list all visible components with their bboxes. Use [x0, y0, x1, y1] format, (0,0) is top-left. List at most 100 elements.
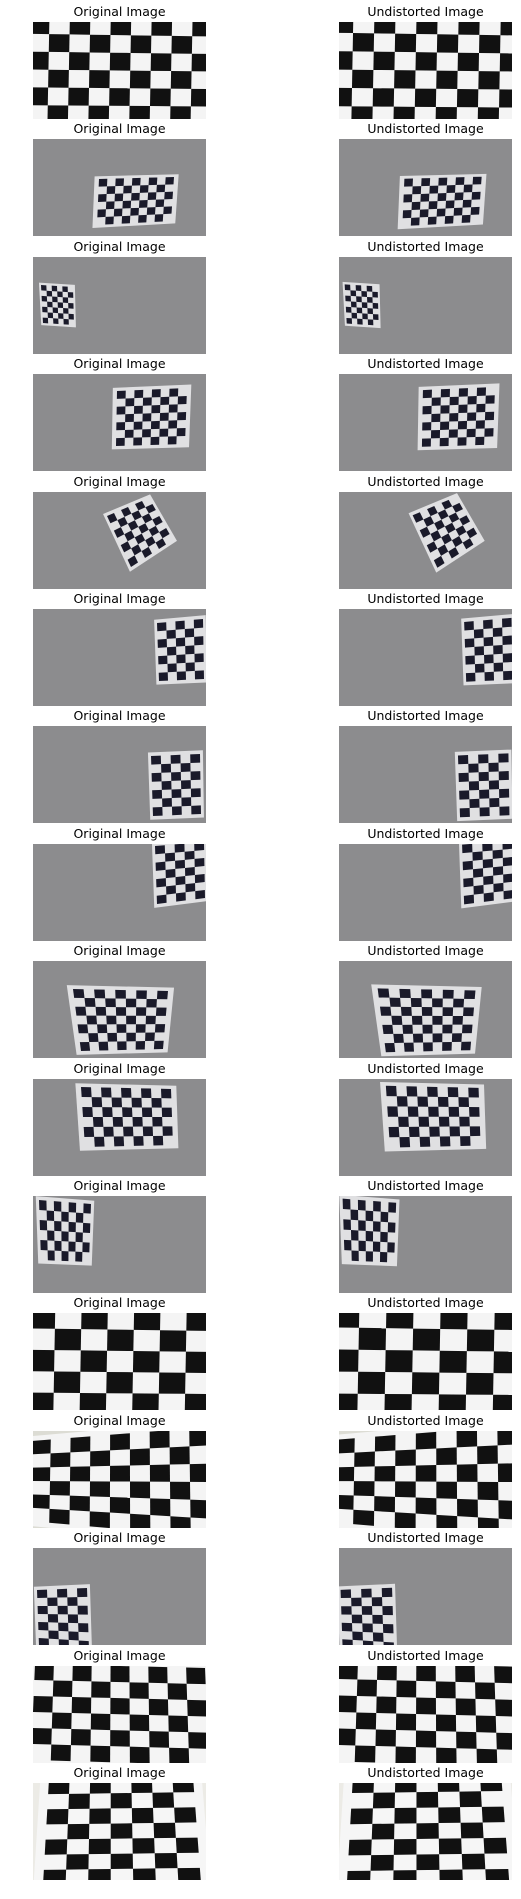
checker-square	[41, 284, 47, 291]
checker-square	[185, 1352, 206, 1374]
original-image-13	[33, 1430, 206, 1528]
checker-square	[106, 186, 116, 195]
checker-square	[54, 1240, 62, 1251]
checker-square	[436, 70, 458, 89]
checker-square	[422, 406, 432, 415]
checker-square	[129, 1746, 150, 1763]
checker-square	[107, 1329, 134, 1352]
checker-square	[150, 436, 160, 446]
checker-square	[447, 1086, 459, 1097]
original-image-title: Original Image	[73, 591, 166, 606]
checker-square	[116, 406, 126, 415]
checker-square	[117, 516, 128, 527]
checker-square	[430, 430, 441, 439]
checker-square	[375, 1729, 396, 1747]
checker-square	[455, 1665, 476, 1682]
checker-square	[91, 1096, 103, 1107]
checker-square	[141, 546, 152, 558]
checker-square	[391, 1015, 403, 1026]
checker-square	[163, 206, 172, 215]
checker-square	[160, 396, 170, 406]
original-image-8	[33, 843, 206, 941]
checker-square	[129, 1681, 149, 1699]
checker-square	[161, 764, 172, 774]
checker-square	[365, 1251, 373, 1262]
undistorted-image-title: Undistorted Image	[367, 825, 484, 841]
checker-square	[70, 1436, 91, 1453]
original-image-title: Original Image	[73, 356, 166, 372]
checker-square	[451, 1033, 462, 1043]
checker-square	[131, 1807, 154, 1824]
checker-square	[176, 428, 186, 437]
checker-square	[48, 1630, 59, 1640]
checker-square	[155, 1007, 167, 1017]
checker-square	[426, 540, 438, 553]
checker-square	[457, 437, 467, 446]
checker-square	[492, 849, 503, 859]
checker-square	[402, 1024, 413, 1035]
checker-square	[410, 998, 422, 1008]
checker-square	[53, 318, 59, 324]
checker-square	[386, 1313, 414, 1329]
checker-square	[382, 1025, 394, 1035]
checker-square	[191, 53, 206, 72]
checker-square	[151, 405, 161, 414]
checker-square	[484, 654, 494, 664]
undistorted-image-title: Undistorted Image	[367, 356, 484, 372]
checker-square	[159, 527, 170, 538]
checker-square	[493, 1351, 512, 1374]
checker-square	[181, 780, 191, 790]
paper-sheet	[339, 1313, 512, 1411]
checker-square	[149, 1430, 170, 1449]
checker-square	[102, 1106, 113, 1117]
checker-square	[47, 1250, 55, 1261]
checker-square	[130, 208, 139, 217]
checker-square	[172, 1783, 195, 1793]
checker-square	[440, 405, 450, 414]
checker-square	[165, 852, 176, 862]
checker-square	[377, 1665, 397, 1681]
checker-square	[94, 989, 106, 999]
checker-square	[110, 1665, 130, 1682]
checker-square	[463, 184, 473, 193]
checker-square	[353, 1509, 375, 1526]
checker-square	[42, 306, 48, 313]
checker-square	[142, 413, 152, 422]
checker-square	[379, 1006, 392, 1016]
checker-square	[184, 850, 195, 860]
checker-square	[109, 88, 130, 106]
checker-square	[46, 1809, 69, 1825]
checker-square	[116, 1024, 127, 1034]
original-image-4	[33, 374, 206, 472]
checker-square	[133, 405, 143, 415]
checker-square	[33, 1727, 52, 1745]
checker-square	[177, 396, 187, 405]
checker-square	[454, 192, 464, 201]
checker-square	[138, 200, 148, 209]
checker-square	[444, 522, 456, 533]
checker-square	[133, 1868, 156, 1880]
checker-square	[139, 185, 149, 194]
checker-square	[372, 1241, 381, 1252]
checker-square	[61, 1211, 69, 1222]
checker-square	[394, 1807, 417, 1824]
original-image-title: Original Image	[73, 238, 166, 254]
undistorted-image-title: Undistorted Image	[367, 591, 484, 606]
checker-square	[170, 755, 181, 765]
checker-square	[362, 1623, 373, 1633]
checker-square	[502, 653, 512, 663]
checker-square	[57, 302, 64, 308]
checker-square	[464, 990, 476, 1000]
checker-square	[146, 207, 156, 216]
checker-square	[484, 428, 494, 437]
checker-square	[37, 1606, 48, 1615]
checker-square	[145, 1032, 155, 1042]
checker-square	[365, 1230, 374, 1242]
checker-square	[488, 763, 499, 773]
checker-square	[493, 644, 503, 655]
checker-square	[47, 105, 69, 119]
checker-square	[423, 1042, 433, 1052]
checker-square	[430, 529, 442, 541]
checker-square	[149, 1730, 170, 1748]
checker-square	[438, 1838, 462, 1855]
